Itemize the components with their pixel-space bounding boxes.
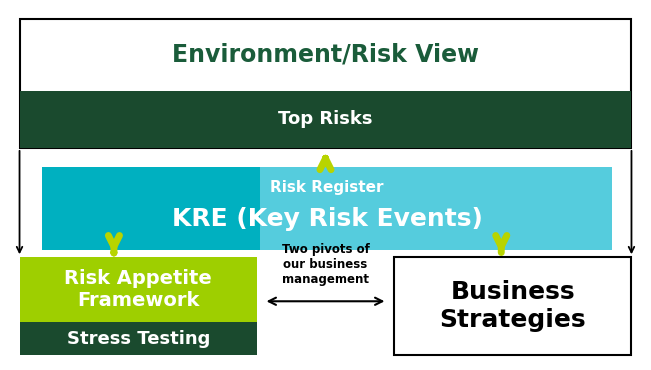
Text: Business
Strategies: Business Strategies <box>439 280 586 332</box>
Bar <box>20 257 257 355</box>
Text: KRE (Key Risk Events): KRE (Key Risk Events) <box>172 207 482 231</box>
Text: Risk Register: Risk Register <box>270 180 384 195</box>
Text: Risk Appetite
Framework: Risk Appetite Framework <box>64 269 212 310</box>
Text: Top Risks: Top Risks <box>278 110 373 128</box>
Bar <box>42 166 612 250</box>
Bar <box>394 257 631 355</box>
Bar <box>20 18 631 148</box>
Bar <box>20 91 631 148</box>
Text: Environment/Risk View: Environment/Risk View <box>172 43 479 67</box>
Bar <box>260 166 612 250</box>
Text: Stress Testing: Stress Testing <box>66 330 210 347</box>
Bar <box>20 322 257 355</box>
Text: Two pivots of
our business
management: Two pivots of our business management <box>282 243 369 286</box>
